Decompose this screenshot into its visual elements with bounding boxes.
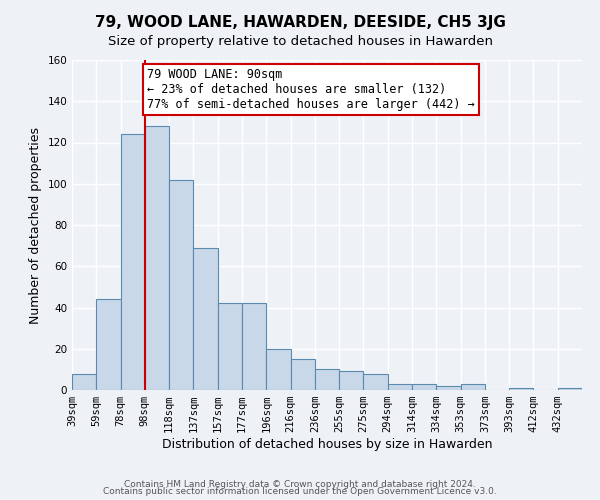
Bar [388,384,412,390]
Bar [461,384,485,390]
Bar [509,388,533,390]
Bar [218,304,242,390]
Bar [412,384,436,390]
Bar [315,370,339,390]
Bar [266,349,290,390]
Bar [364,374,388,390]
Bar [121,134,145,390]
Bar [290,359,315,390]
Bar [339,372,364,390]
Bar [242,304,266,390]
Bar [145,126,169,390]
Text: Contains public sector information licensed under the Open Government Licence v3: Contains public sector information licen… [103,488,497,496]
Text: 79, WOOD LANE, HAWARDEN, DEESIDE, CH5 3JG: 79, WOOD LANE, HAWARDEN, DEESIDE, CH5 3J… [95,15,505,30]
Bar [169,180,193,390]
Text: Size of property relative to detached houses in Hawarden: Size of property relative to detached ho… [107,35,493,48]
Bar [193,248,218,390]
Bar [558,388,582,390]
Text: 79 WOOD LANE: 90sqm
← 23% of detached houses are smaller (132)
77% of semi-detac: 79 WOOD LANE: 90sqm ← 23% of detached ho… [147,68,475,112]
Bar [96,299,121,390]
Bar [436,386,461,390]
X-axis label: Distribution of detached houses by size in Hawarden: Distribution of detached houses by size … [162,438,492,451]
Y-axis label: Number of detached properties: Number of detached properties [29,126,42,324]
Text: Contains HM Land Registry data © Crown copyright and database right 2024.: Contains HM Land Registry data © Crown c… [124,480,476,489]
Bar [72,374,96,390]
